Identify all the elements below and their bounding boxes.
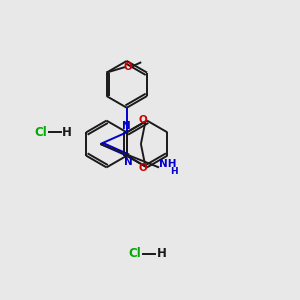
Text: H: H xyxy=(62,125,72,139)
Text: Cl: Cl xyxy=(129,247,141,260)
Text: O: O xyxy=(139,163,148,173)
Text: N: N xyxy=(122,121,131,131)
Text: N: N xyxy=(124,157,133,167)
Text: H: H xyxy=(157,247,166,260)
Text: O: O xyxy=(139,115,148,125)
Text: O: O xyxy=(124,62,132,72)
Text: Cl: Cl xyxy=(34,125,47,139)
Text: NH: NH xyxy=(159,159,177,169)
Text: H: H xyxy=(170,167,178,176)
